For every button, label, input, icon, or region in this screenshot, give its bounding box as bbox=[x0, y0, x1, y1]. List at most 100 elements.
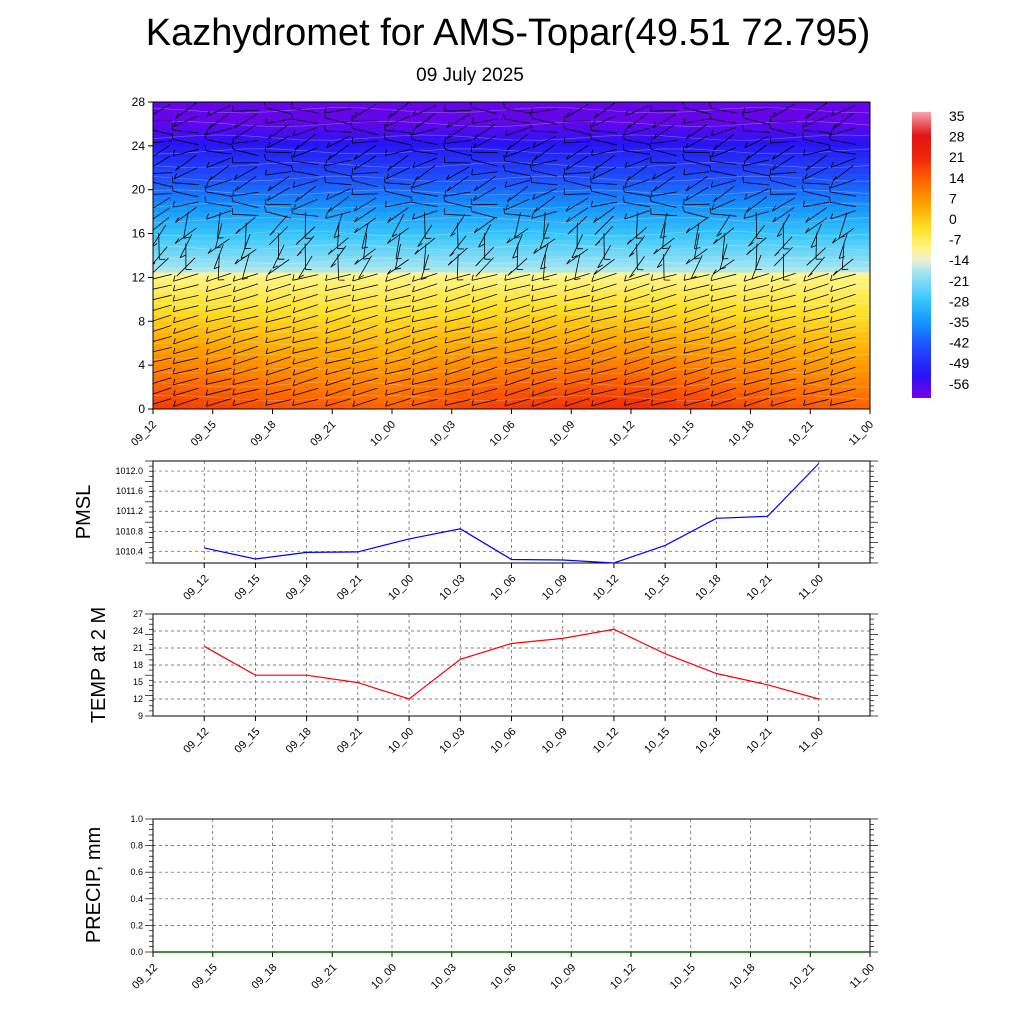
heatmap-cell bbox=[180, 228, 209, 235]
heatmap-cell bbox=[346, 195, 375, 202]
wind-barb bbox=[361, 223, 369, 249]
heatmap-cell bbox=[511, 398, 540, 405]
wind-barb bbox=[457, 222, 465, 250]
heatmap-cell bbox=[732, 222, 761, 229]
wind-barb bbox=[710, 367, 737, 375]
heatmap-cell bbox=[290, 145, 320, 152]
heatmap-cell bbox=[814, 348, 844, 355]
heatmap-cell bbox=[842, 140, 870, 147]
heatmap-cell bbox=[401, 217, 430, 224]
heatmap-cell bbox=[428, 337, 457, 344]
wind-barb bbox=[232, 315, 259, 323]
heatmap-cell bbox=[814, 244, 844, 251]
heatmap-cell bbox=[263, 102, 292, 109]
heatmap-cell bbox=[373, 403, 402, 409]
wind-barb bbox=[803, 283, 829, 293]
heatmap-cell bbox=[511, 310, 540, 317]
wind-barb bbox=[352, 325, 378, 334]
heatmap-cell bbox=[842, 332, 870, 339]
heatmap-cell bbox=[290, 337, 320, 344]
wind-barb bbox=[444, 336, 471, 344]
wind-barb bbox=[265, 198, 292, 206]
wind-barb bbox=[471, 346, 498, 354]
heatmap-cell bbox=[235, 321, 264, 328]
heatmap-cell bbox=[208, 156, 237, 163]
heatmap-cell bbox=[428, 282, 457, 289]
heatmap-cell bbox=[153, 145, 182, 152]
wind-barb bbox=[623, 326, 650, 333]
heatmap-cell bbox=[621, 102, 650, 109]
heatmap-cell bbox=[539, 107, 568, 114]
heatmap-cell bbox=[180, 151, 209, 158]
heatmap-cell bbox=[704, 250, 733, 257]
heatmap-cell bbox=[676, 250, 706, 257]
heatmap-cell bbox=[704, 244, 733, 251]
heatmap-cell bbox=[180, 206, 209, 213]
heatmap-cell bbox=[153, 222, 182, 229]
wind-barb bbox=[815, 233, 823, 260]
x-tick-label: 11_00 bbox=[796, 726, 826, 756]
heatmap-cell bbox=[153, 184, 182, 191]
heatmap-cell bbox=[208, 282, 237, 289]
heatmap-cell bbox=[649, 299, 678, 306]
wind-barb bbox=[745, 196, 768, 213]
contour-line bbox=[153, 257, 870, 265]
heatmap-cell bbox=[428, 293, 457, 300]
heatmap-cell bbox=[401, 376, 430, 383]
heatmap-cell bbox=[235, 365, 264, 372]
heatmap-cell bbox=[456, 195, 485, 202]
heatmap-cell bbox=[373, 178, 402, 185]
wind-barb bbox=[743, 397, 769, 407]
heatmap-cell bbox=[373, 310, 402, 317]
heatmap-cell bbox=[787, 140, 816, 147]
x-tick-label: 10_12 bbox=[591, 726, 621, 756]
wind-barb bbox=[269, 215, 288, 236]
heatmap-cell bbox=[483, 321, 513, 328]
wind-barb bbox=[153, 129, 172, 136]
wind-barb bbox=[719, 243, 728, 270]
heatmap-cell bbox=[649, 271, 678, 279]
heatmap-cell bbox=[290, 195, 320, 202]
wind-barb bbox=[172, 346, 199, 355]
heatmap-cell bbox=[318, 398, 347, 405]
wind-barb bbox=[742, 124, 770, 133]
wind-barb bbox=[292, 366, 318, 376]
heatmap-cell bbox=[456, 310, 485, 317]
wind-barb bbox=[325, 314, 351, 324]
wind-barb bbox=[565, 145, 589, 160]
wind-barb bbox=[650, 156, 677, 164]
colorbar-label: 28 bbox=[949, 129, 965, 145]
heatmap-cell bbox=[539, 293, 568, 300]
heatmap-cell bbox=[153, 195, 182, 202]
wind-barb bbox=[682, 102, 710, 115]
heatmap-cell bbox=[842, 195, 870, 202]
heatmap-cell bbox=[153, 387, 182, 394]
wind-barb bbox=[353, 207, 377, 223]
heatmap-cell bbox=[676, 304, 706, 311]
heatmap-cell bbox=[649, 184, 678, 191]
wind-barb bbox=[265, 356, 291, 366]
heatmap-cell bbox=[649, 398, 678, 405]
wind-barb bbox=[626, 226, 648, 245]
heatmap-cell bbox=[814, 337, 844, 344]
wind-barb bbox=[828, 196, 856, 208]
heatmap-cell bbox=[318, 343, 347, 350]
heatmap-cell bbox=[483, 299, 513, 306]
heatmap-cell bbox=[704, 381, 733, 388]
wind-barb bbox=[830, 157, 856, 168]
wind-barb bbox=[325, 211, 351, 219]
heatmap-cell bbox=[732, 299, 761, 306]
heatmap-cell bbox=[842, 118, 870, 125]
heatmap-cell bbox=[401, 102, 430, 109]
heatmap-cell bbox=[428, 107, 457, 114]
wind-barb bbox=[804, 115, 829, 127]
wind-barb bbox=[353, 197, 377, 212]
heatmap-cell bbox=[842, 162, 870, 169]
heatmap-cell bbox=[759, 167, 788, 174]
heatmap-cell bbox=[180, 145, 209, 152]
heatmap-cell bbox=[566, 178, 595, 185]
heatmap-cell bbox=[401, 134, 430, 141]
heatmap-cell bbox=[566, 222, 595, 229]
heatmap-cell bbox=[676, 189, 706, 196]
heatmap-cell bbox=[539, 255, 568, 262]
